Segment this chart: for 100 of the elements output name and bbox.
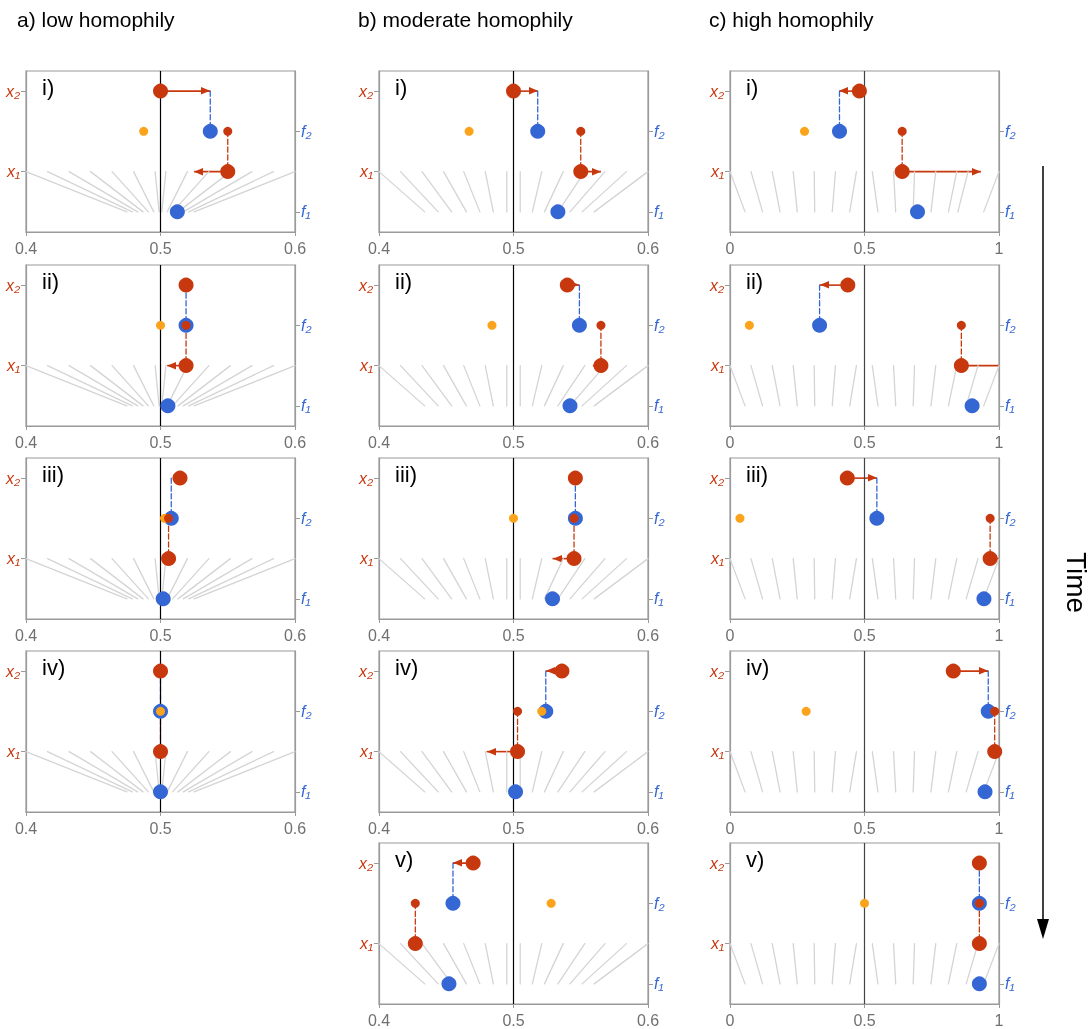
x-tick-label: 0.5: [502, 1011, 525, 1029]
y2-tick-label: f₁: [1005, 203, 1015, 221]
y-tick-label: x₂: [357, 82, 373, 100]
annotation: v): [395, 846, 414, 872]
annotation: iv): [746, 654, 770, 680]
y2-tick-label: f₂: [1005, 509, 1016, 527]
y2-tick-label: f₁: [1005, 590, 1015, 608]
y-tick-label: x₁: [358, 163, 373, 181]
x-tick-label: 0.5: [853, 433, 876, 451]
y-tick-label: x₂: [708, 469, 724, 487]
x-tick-label: 0.5: [149, 626, 172, 644]
y2-tick-label: f₂: [654, 894, 665, 912]
y-tick-label: x₂: [4, 469, 20, 487]
y-tick-label: x₁: [5, 357, 20, 375]
x-tick-label: 0.6: [283, 626, 307, 644]
annotation: i): [395, 74, 408, 100]
y2-tick-label: f₁: [654, 590, 664, 608]
x-tick-label: 1: [994, 819, 1004, 837]
x-tick-label: 0.5: [149, 819, 172, 837]
x-tick-label: 0.6: [636, 626, 660, 644]
y-tick-label: x₁: [358, 743, 373, 761]
x-tick-label: 0.4: [14, 819, 38, 837]
x-tick-label: 1: [994, 239, 1004, 257]
x-tick-label: 0.6: [283, 239, 307, 257]
x-tick-label: 0.4: [367, 819, 391, 837]
annotation: i): [746, 74, 759, 100]
x-tick-label: 0.6: [636, 819, 660, 837]
y2-tick-label: f₂: [301, 509, 312, 527]
annotation: iii): [42, 461, 64, 487]
y2-tick-label: f₂: [1005, 894, 1016, 912]
annotation: iii): [746, 461, 768, 487]
x-tick-label: 0.6: [636, 239, 660, 257]
annotation: v): [746, 846, 765, 872]
x-tick-label: 0.5: [502, 819, 525, 837]
y2-tick-label: f₁: [1005, 397, 1015, 415]
x-tick-label: 0.5: [502, 239, 525, 257]
y2-tick-label: f₁: [301, 397, 311, 415]
annotation: iv): [395, 654, 419, 680]
x-tick-label: 1: [994, 433, 1004, 451]
x-tick-label: 0: [725, 819, 735, 837]
x-tick-label: 0.4: [367, 1011, 391, 1029]
y2-tick-label: f₁: [301, 783, 311, 801]
y-tick-label: x₂: [357, 276, 373, 294]
x-tick-label: 0: [725, 626, 735, 644]
y2-tick-label: f₂: [654, 122, 665, 140]
annotation: ii): [395, 268, 413, 294]
chart-title: b) moderate homophily: [358, 8, 574, 31]
annotation: ii): [42, 268, 60, 294]
y2-tick-label: f₁: [654, 397, 664, 415]
y-tick-label: x₁: [709, 357, 724, 375]
x-tick-label: 0.6: [283, 433, 307, 451]
x-tick-label: 0.5: [853, 1011, 876, 1029]
y2-tick-label: f₂: [1005, 122, 1016, 140]
x-tick-label: 0.4: [14, 433, 38, 451]
annotation: iii): [395, 461, 417, 487]
y-tick-label: x₁: [358, 935, 373, 953]
x-tick-label: 0.4: [14, 239, 38, 257]
y-tick-label: x₁: [709, 743, 724, 761]
y-tick-label: x₁: [709, 550, 724, 568]
y2-tick-label: f₂: [654, 509, 665, 527]
annotation: i): [42, 74, 55, 100]
chart-title: c) high homophily: [709, 8, 875, 31]
y-tick-label: x₂: [708, 662, 724, 680]
x-tick-label: 0.5: [853, 239, 876, 257]
y-tick-label: x₁: [358, 550, 373, 568]
y-tick-label: x₁: [5, 163, 20, 181]
x-tick-label: 0.6: [283, 819, 307, 837]
text: Time: [1060, 552, 1092, 614]
y2-tick-label: f₁: [301, 590, 311, 608]
y-tick-label: x₁: [5, 743, 20, 761]
y-tick-label: x₂: [4, 662, 20, 680]
y2-tick-label: f₁: [654, 783, 664, 801]
y-tick-label: x₁: [709, 935, 724, 953]
y2-tick-label: f₁: [654, 975, 664, 993]
y2-tick-label: f₁: [1005, 975, 1015, 993]
y2-tick-label: f₂: [1005, 702, 1016, 720]
annotation: ii): [746, 268, 764, 294]
x-tick-label: 0.5: [149, 239, 172, 257]
y2-tick-label: f₁: [301, 203, 311, 221]
y2-tick-label: f₂: [301, 702, 312, 720]
x-tick-label: 0.5: [502, 433, 525, 451]
y2-tick-label: f₂: [301, 316, 312, 334]
x-tick-label: 0.6: [636, 433, 660, 451]
y-tick-label: x₂: [4, 82, 20, 100]
x-tick-label: 0.5: [149, 433, 172, 451]
x-tick-label: 0.4: [367, 239, 391, 257]
x-tick-label: 1: [994, 626, 1004, 644]
x-tick-label: 0: [725, 239, 735, 257]
y2-tick-label: f₂: [654, 316, 665, 334]
x-tick-label: 0.5: [502, 626, 525, 644]
x-tick-label: 1: [994, 1011, 1004, 1029]
y-tick-label: x₂: [708, 82, 724, 100]
y2-tick-label: f₂: [654, 702, 665, 720]
y-tick-label: x₂: [708, 276, 724, 294]
x-tick-label: 0.5: [853, 626, 876, 644]
y-tick-label: x₂: [357, 662, 373, 680]
y-tick-label: x₂: [708, 854, 724, 872]
x-tick-label: 0.4: [367, 626, 391, 644]
y-tick-label: x₂: [357, 854, 373, 872]
x-tick-label: 0.5: [853, 819, 876, 837]
